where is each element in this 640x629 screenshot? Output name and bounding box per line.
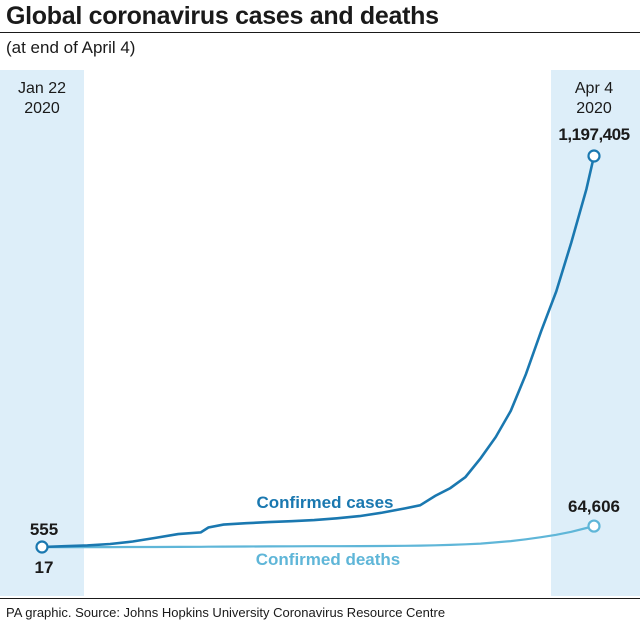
deaths-line bbox=[42, 525, 595, 549]
deaths-end-label: 64,606 bbox=[568, 497, 620, 516]
end-date-band bbox=[551, 70, 640, 596]
start-date-label: Jan 22 bbox=[18, 80, 66, 97]
chart-subtitle: (at end of April 4) bbox=[6, 38, 136, 57]
cases-series-label: Confirmed cases bbox=[257, 493, 394, 512]
source-note: PA graphic. Source: Johns Hopkins Univer… bbox=[6, 605, 446, 620]
deaths-start-label: 17 bbox=[35, 558, 54, 577]
cases-line bbox=[41, 155, 596, 549]
cases-start-label: 555 bbox=[30, 520, 58, 539]
start-date-band bbox=[0, 70, 84, 596]
title-rule bbox=[0, 32, 640, 33]
deaths-series-label: Confirmed deaths bbox=[256, 550, 401, 569]
deaths-end-point bbox=[587, 519, 601, 533]
end-year-label: 2020 bbox=[576, 100, 612, 117]
cases-end-point bbox=[587, 149, 601, 163]
footer-rule bbox=[0, 598, 640, 599]
end-date-label: Apr 4 bbox=[575, 80, 613, 97]
start-year-label: 2020 bbox=[24, 100, 60, 117]
cases-start-point bbox=[35, 540, 49, 554]
chart-title: Global coronavirus cases and deaths bbox=[6, 2, 439, 30]
cases-end-label: 1,197,405 bbox=[558, 125, 629, 144]
